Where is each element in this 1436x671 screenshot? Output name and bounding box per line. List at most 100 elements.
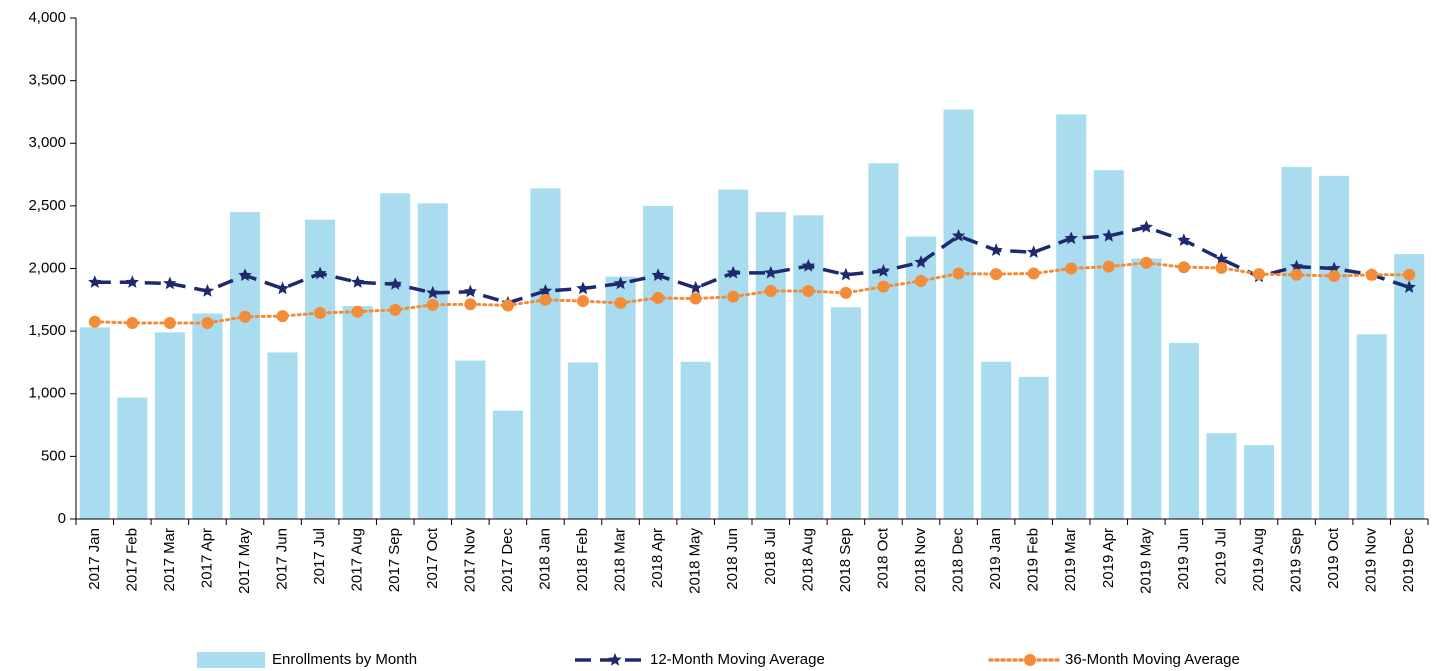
- x-tick-label: 2018 Jan: [536, 528, 553, 590]
- marker: [426, 298, 439, 311]
- marker: [764, 265, 778, 279]
- bar: [305, 219, 336, 519]
- x-tick-label: 2017 Apr: [198, 528, 215, 588]
- x-tick-label: 2017 Mar: [161, 528, 178, 591]
- marker: [351, 305, 364, 318]
- x-tick-label: 2017 Oct: [424, 527, 441, 589]
- marker: [689, 292, 702, 305]
- marker: [914, 255, 928, 268]
- marker: [276, 310, 289, 323]
- marker: [1027, 245, 1041, 258]
- bar: [1093, 170, 1124, 519]
- bar: [530, 188, 561, 519]
- x-tick-label: 2018 Apr: [649, 528, 666, 588]
- bar: [455, 360, 486, 519]
- x-tick-label: 2019 Jul: [1212, 528, 1229, 585]
- x-tick-label: 2019 Oct: [1325, 527, 1342, 589]
- marker: [951, 228, 966, 242]
- bar: [417, 203, 448, 519]
- x-tick-label: 2018 Sep: [837, 528, 854, 592]
- y-tick-label: 1,500: [28, 322, 66, 339]
- marker: [1139, 220, 1153, 233]
- marker: [1102, 260, 1115, 273]
- y-tick-label: 2,500: [28, 197, 66, 214]
- x-tick-label: 2018 Dec: [950, 528, 967, 593]
- marker: [1403, 268, 1416, 281]
- marker: [351, 275, 365, 288]
- bar: [229, 212, 261, 519]
- line: [94, 225, 1410, 305]
- marker: [313, 266, 327, 280]
- marker: [726, 265, 740, 279]
- marker: [577, 295, 589, 308]
- marker: [576, 281, 590, 295]
- bar: [680, 361, 711, 519]
- x-tick-label: 2017 Aug: [349, 528, 366, 591]
- x-tick-label: 2019 Nov: [1363, 528, 1380, 593]
- marker: [990, 268, 1003, 281]
- marker: [200, 284, 215, 297]
- bar: [567, 362, 599, 519]
- bar: [117, 397, 148, 519]
- bar: [1131, 258, 1162, 519]
- bar: [1056, 114, 1087, 519]
- x-tick-label: 2017 Jun: [274, 528, 291, 590]
- marker: [613, 276, 628, 290]
- bar: [981, 361, 1012, 519]
- marker: [802, 285, 815, 298]
- marker: [1177, 233, 1191, 246]
- legend-label: 36-Month Moving Average: [1065, 651, 1240, 668]
- bar: [342, 306, 373, 519]
- marker: [539, 293, 552, 306]
- marker: [1214, 252, 1229, 265]
- x-tick-label: 2018 Aug: [799, 528, 816, 591]
- legend-label: Enrollments by Month: [272, 651, 417, 668]
- y-tick-label: 4,000: [28, 9, 66, 26]
- y-tick-label: 3,000: [28, 134, 66, 151]
- bar: [1018, 376, 1049, 519]
- marker: [1253, 268, 1265, 281]
- marker: [463, 284, 477, 298]
- x-tick-label: 2019 Jun: [1175, 528, 1192, 590]
- marker: [1290, 268, 1303, 281]
- y-tick-label: 0: [58, 510, 66, 527]
- bar: [1319, 175, 1350, 519]
- bar: [1243, 445, 1275, 519]
- marker: [1177, 261, 1190, 274]
- x-tick-label: 2019 Sep: [1288, 528, 1305, 592]
- marker: [538, 284, 553, 297]
- y-tick-label: 3,500: [28, 72, 66, 89]
- marker: [501, 299, 514, 312]
- x-tick-label: 2019 Mar: [1062, 528, 1079, 591]
- marker: [125, 275, 139, 288]
- x-tick-label: 2018 Jun: [724, 528, 741, 590]
- x-tick-label: 2017 Jul: [311, 528, 328, 585]
- bar: [755, 212, 786, 519]
- x-tick-label: 2019 Feb: [1025, 528, 1042, 591]
- x-tick-label: 2019 Dec: [1400, 528, 1417, 593]
- bar: [718, 189, 749, 519]
- bar: [643, 205, 674, 519]
- marker: [876, 264, 891, 277]
- marker: [689, 280, 703, 294]
- x-tick-label: 2017 Nov: [461, 528, 478, 593]
- bar: [79, 327, 110, 519]
- marker: [1064, 231, 1078, 245]
- marker: [839, 286, 852, 299]
- bar: [1168, 343, 1199, 519]
- marker: [1328, 270, 1341, 283]
- marker: [614, 296, 627, 309]
- marker: [952, 267, 965, 280]
- x-tick-label: 2017 Sep: [386, 528, 403, 592]
- x-tick-label: 2019 Apr: [1100, 528, 1117, 588]
- marker: [464, 298, 477, 311]
- marker: [839, 267, 853, 281]
- marker: [915, 275, 927, 288]
- y-tick-label: 500: [41, 447, 66, 464]
- marker: [1027, 267, 1040, 280]
- x-tick-label: 2017 Feb: [123, 528, 140, 591]
- x-tick-label: 2018 Nov: [912, 528, 929, 593]
- marker: [652, 291, 665, 304]
- marker: [1065, 262, 1078, 275]
- marker: [1102, 228, 1116, 242]
